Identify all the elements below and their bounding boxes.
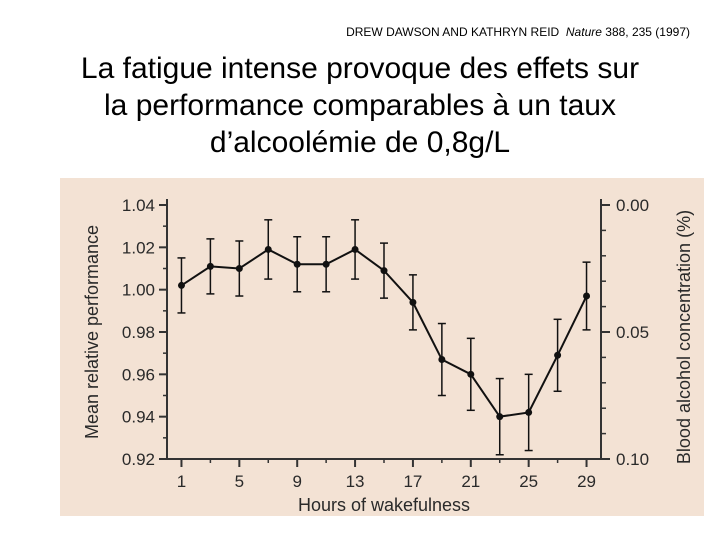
x-tick-label-6: 25 [519, 472, 538, 491]
y2-tick-label-0: 0.00 [616, 196, 649, 215]
x-tick-label-0: 1 [177, 472, 186, 491]
data-point [438, 356, 446, 364]
x-axis-title: Hours of wakefulness [298, 495, 470, 515]
citation-authors: DREW DAWSON AND KATHRYN REID [346, 25, 560, 39]
x-tick-label-4: 17 [403, 472, 422, 491]
y-tick-label-6: 1.04 [122, 196, 155, 215]
data-point [235, 265, 243, 272]
data-point [583, 292, 591, 300]
y-tick-label-1: 0.94 [122, 408, 155, 427]
data-point [409, 298, 417, 306]
y2-tick-label-2: 0.10 [616, 450, 649, 469]
citation: DREW DAWSON AND KATHRYN REID Nature 388,… [346, 25, 690, 39]
data-point [177, 281, 185, 289]
y2-axis-title: Blood alcohol concentration (%) [674, 210, 694, 464]
chart-panel: 0.92 0.94 0.96 0.98 1.00 1.02 1.04 0.00 0.05 0.10… [60, 178, 704, 516]
citation-journal: Nature [565, 25, 602, 39]
data-point [206, 262, 214, 270]
data-point [264, 245, 272, 253]
data-point [351, 245, 359, 253]
x-tick-label-7: 29 [577, 472, 596, 491]
data-point [293, 260, 301, 268]
data-point [496, 413, 504, 421]
citation-reference: 388, 235 (1997) [605, 25, 690, 39]
data-point [322, 260, 330, 268]
x-tick-label-5: 21 [461, 472, 480, 491]
data-point [380, 267, 388, 275]
slide-title-line-2: la performance comparables à un taux [104, 89, 616, 122]
slide-title-line-1: La fatigue intense provoque des effets s… [80, 52, 640, 85]
y-tick-label-5: 1.02 [122, 238, 155, 257]
y2-tick-label-1: 0.05 [616, 323, 649, 342]
slide-title-line-3: d’alcoolémie de 0,8g/L [209, 126, 511, 159]
x-tick-label-2: 9 [292, 472, 301, 491]
slide-title: La fatigue intense provoque des effets s… [0, 50, 720, 161]
data-point [554, 351, 562, 359]
y-tick-label-0: 0.92 [122, 450, 155, 469]
y-tick-label-3: 0.98 [122, 323, 155, 342]
y-tick-label-4: 1.00 [122, 281, 155, 300]
x-tick-label-1: 5 [235, 472, 244, 491]
x-tick-label-3: 13 [346, 472, 365, 491]
y-axis-title: Mean relative performance [82, 225, 102, 439]
y-tick-label-2: 0.96 [122, 365, 155, 384]
performance-chart: 0.92 0.94 0.96 0.98 1.00 1.02 1.04 0.00 0.05 0.10… [82, 196, 694, 515]
data-point [525, 408, 533, 416]
data-point [467, 370, 475, 378]
